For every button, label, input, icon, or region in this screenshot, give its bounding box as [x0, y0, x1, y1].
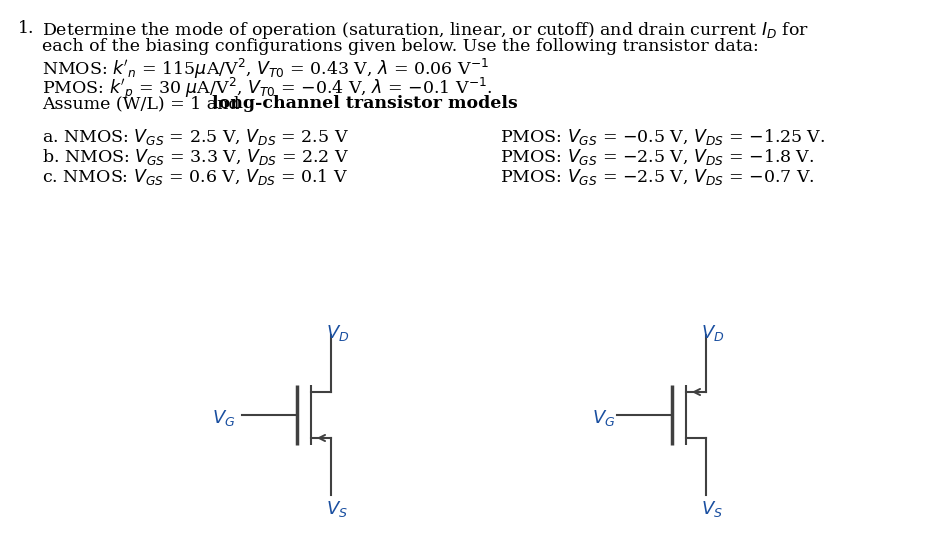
- Text: $V_G$: $V_G$: [592, 408, 615, 428]
- Text: PMOS: $V_{GS}$ = $-$2.5 V, $V_{DS}$ = $-$1.8 V.: PMOS: $V_{GS}$ = $-$2.5 V, $V_{DS}$ = $-…: [500, 147, 813, 167]
- Text: NMOS: $k'_n$ = 115$\mu$A/V$^2$, $V_{T0}$ = 0.43 V, $\lambda$ = 0.06 V$^{-1}$: NMOS: $k'_n$ = 115$\mu$A/V$^2$, $V_{T0}$…: [42, 57, 489, 81]
- Text: $V_S$: $V_S$: [326, 499, 347, 519]
- Text: $V_S$: $V_S$: [700, 499, 723, 519]
- Text: $V_D$: $V_D$: [700, 323, 724, 343]
- Text: PMOS: $V_{GS}$ = $-$2.5 V, $V_{DS}$ = $-$0.7 V.: PMOS: $V_{GS}$ = $-$2.5 V, $V_{DS}$ = $-…: [500, 167, 813, 187]
- Text: c. NMOS: $V_{GS}$ = 0.6 V, $V_{DS}$ = 0.1 V: c. NMOS: $V_{GS}$ = 0.6 V, $V_{DS}$ = 0.…: [42, 167, 348, 187]
- Text: b. NMOS: $V_{GS}$ = 3.3 V, $V_{DS}$ = 2.2 V: b. NMOS: $V_{GS}$ = 3.3 V, $V_{DS}$ = 2.…: [42, 147, 349, 167]
- Text: each of the biasing configurations given below. Use the following transistor dat: each of the biasing configurations given…: [42, 38, 758, 55]
- Text: .: .: [470, 95, 475, 112]
- Text: Assume (W/L) = 1 and: Assume (W/L) = 1 and: [42, 95, 244, 112]
- Text: 1.: 1.: [18, 20, 35, 37]
- Text: long-channel transistor models: long-channel transistor models: [212, 95, 518, 112]
- Text: $V_G$: $V_G$: [212, 408, 235, 428]
- Text: $V_D$: $V_D$: [326, 323, 349, 343]
- Text: Determine the mode of operation (saturation, linear, or cutoff) and drain curren: Determine the mode of operation (saturat…: [42, 20, 808, 41]
- Text: PMOS: $V_{GS}$ = $-$0.5 V, $V_{DS}$ = $-$1.25 V.: PMOS: $V_{GS}$ = $-$0.5 V, $V_{DS}$ = $-…: [500, 127, 825, 147]
- Text: a. NMOS: $V_{GS}$ = 2.5 V, $V_{DS}$ = 2.5 V: a. NMOS: $V_{GS}$ = 2.5 V, $V_{DS}$ = 2.…: [42, 127, 348, 147]
- Text: PMOS: $k'_p$ = 30 $\mu$A/V$^2$, $V_{T0}$ = $-$0.4 V, $\lambda$ = $-$0.1 V$^{-1}$: PMOS: $k'_p$ = 30 $\mu$A/V$^2$, $V_{T0}$…: [42, 76, 492, 102]
